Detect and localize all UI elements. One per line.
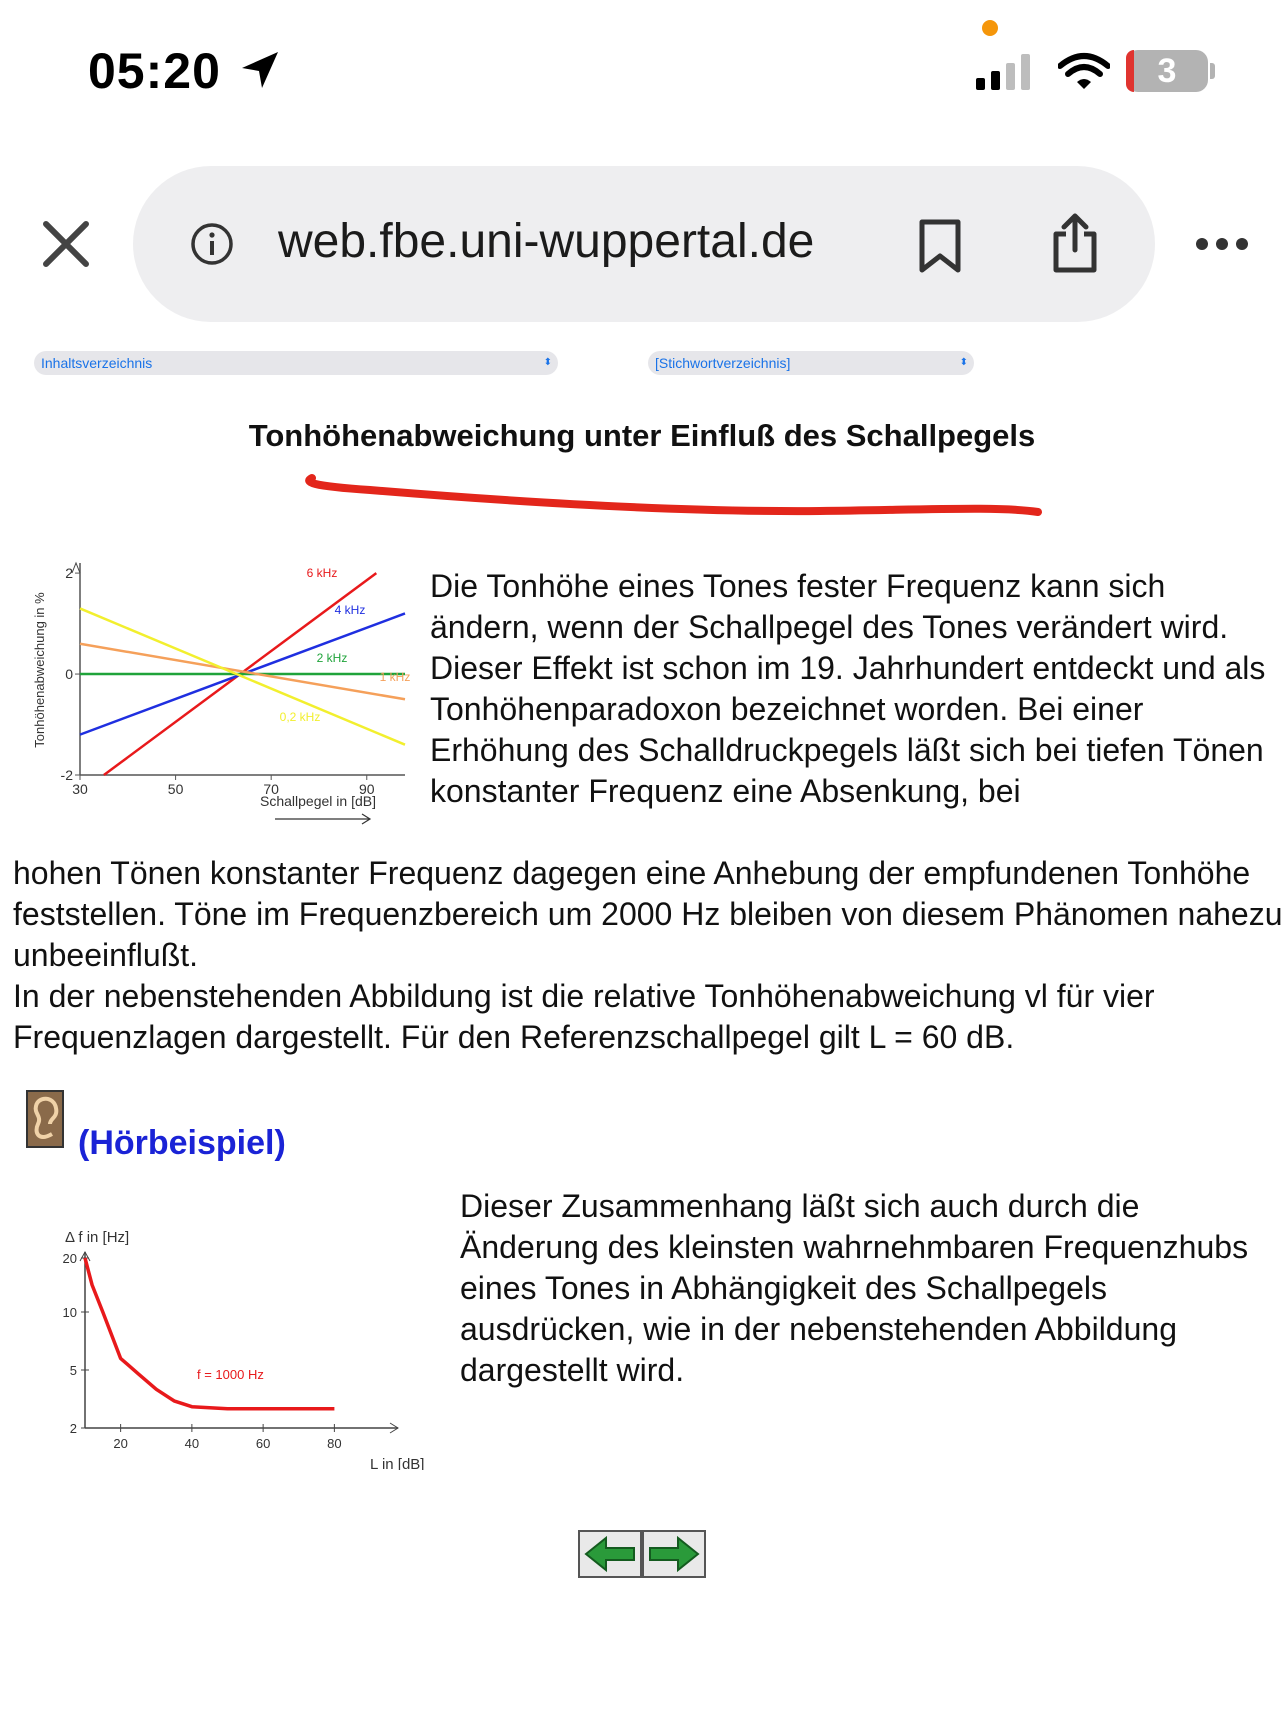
y-axis-arrow [71, 561, 81, 574]
y-tick-label: 0 [65, 666, 73, 682]
series-label: 1 kHz [380, 670, 411, 684]
pitch-deviation-chart: 30 50 70 90 -2 0 2 Tonhöhenabweichung in % Schal… [32, 561, 411, 825]
series-line [83, 1257, 335, 1411]
y-tick-label: -2 [61, 767, 74, 783]
location-arrow-icon [242, 52, 278, 88]
x-tick-label: 70 [263, 781, 279, 797]
address-bar[interactable] [133, 166, 1155, 322]
y-tick-label: 10 [63, 1305, 77, 1320]
listen-example-link[interactable]: (Hörbeispiel) [78, 1124, 286, 1162]
x-tick-label: 60 [256, 1436, 270, 1451]
series-annotation: f = 1000 Hz [197, 1367, 264, 1382]
y-tick-label: 2 [65, 565, 73, 581]
y-tick-label: 20 [63, 1251, 77, 1266]
battery-level: 3 [1157, 52, 1177, 90]
next-page-button[interactable] [642, 1530, 706, 1578]
x-axis-label: L in [dB] [370, 1456, 424, 1470]
red-underline-annotation [305, 474, 1042, 516]
ear-shape-icon [33, 1096, 59, 1139]
y-tick-label: 5 [70, 1363, 77, 1378]
cellular-signal-icon [976, 54, 1030, 90]
series-label: 4 kHz [335, 603, 366, 617]
x-tick-label: 50 [168, 781, 184, 797]
series-label: 2 kHz [317, 651, 348, 665]
y-tick-label: 2 [70, 1421, 77, 1436]
x-axis-arrow [275, 813, 372, 825]
x-tick-label: 30 [72, 781, 88, 797]
y-axis-label: Δ f in [Hz] [65, 1229, 129, 1246]
x-axis-arrow [389, 1422, 399, 1434]
frequency-jnd-chart: 20 40 60 80 2 5 10 20 Δ f in [Hz] L in [dB] f = 10… [63, 1229, 425, 1470]
x-tick-label: 20 [113, 1436, 127, 1451]
arrow-right-icon [649, 1535, 700, 1573]
more-menu-icon[interactable] [1194, 236, 1250, 252]
privacy-indicator-dot [982, 20, 998, 36]
series-label: 6 kHz [307, 566, 338, 580]
y-axis-label: Tonhöhenabweichung in % [32, 592, 47, 748]
x-tick-label: 80 [327, 1436, 341, 1451]
bookmark-icon[interactable] [918, 218, 962, 274]
keyword-index-select[interactable]: [Stichwortverzeichnis] ⬍ [648, 351, 974, 375]
paragraph-figure-description: In der nebenstehenden Abbildung ist die … [13, 978, 1155, 1055]
page-navigation [578, 1530, 706, 1581]
table-of-contents-select[interactable]: Inhaltsverzeichnis ⬍ [34, 351, 558, 375]
url-text[interactable]: web.fbe.uni-wuppertal.de [278, 215, 815, 268]
table-of-contents-label: Inhaltsverzeichnis [41, 355, 153, 371]
previous-page-button[interactable] [578, 1530, 642, 1578]
battery-cap [1210, 63, 1215, 79]
paragraph-high-tones: hohen Tönen konstanter Frequenz dagegen … [13, 855, 1283, 973]
close-icon[interactable] [40, 218, 92, 270]
x-axis-label: Schallpegel in [dB] [260, 793, 376, 809]
paragraph-jnd: Dieser Zusammenhang läßt sich auch durch… [460, 1188, 1249, 1388]
ear-icon[interactable] [26, 1090, 64, 1148]
battery-low-indicator [1126, 50, 1134, 92]
info-icon[interactable] [190, 222, 234, 266]
share-icon[interactable] [1050, 212, 1100, 274]
series-label: 0,2 kHz [280, 710, 321, 724]
page-title: Tonhöhenabweichung unter Einfluß des Sch… [248, 418, 1036, 453]
series-line [79, 642, 406, 701]
battery-icon [1126, 50, 1208, 92]
paragraph-intro: Die Tonhöhe eines Tones fester Frequenz … [430, 568, 1266, 809]
series-line [79, 607, 406, 746]
keyword-index-label: [Stichwortverzeichnis] [655, 355, 791, 371]
wifi-icon [1058, 53, 1110, 89]
chevron-updown-icon: ⬍ [959, 357, 968, 368]
arrow-left-icon [584, 1535, 635, 1573]
status-time: 05:20 [88, 43, 221, 99]
x-tick-label: 90 [359, 781, 375, 797]
chevron-updown-icon: ⬍ [543, 357, 552, 368]
x-tick-label: 40 [185, 1436, 199, 1451]
